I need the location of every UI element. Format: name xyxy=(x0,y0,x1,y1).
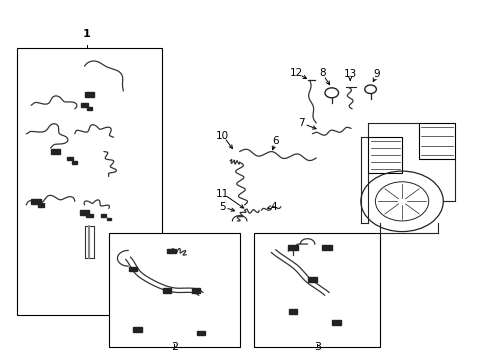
Bar xyxy=(67,157,73,161)
Bar xyxy=(133,327,142,332)
Text: 7: 7 xyxy=(298,118,305,128)
Bar xyxy=(17,48,162,315)
Text: 8: 8 xyxy=(318,68,325,78)
Bar xyxy=(196,331,205,335)
Bar xyxy=(31,199,41,204)
Text: 5: 5 xyxy=(219,202,225,212)
Bar xyxy=(87,107,92,110)
Text: 1: 1 xyxy=(83,30,91,40)
Bar xyxy=(72,161,77,164)
Bar xyxy=(167,249,176,253)
Bar xyxy=(254,233,380,347)
Text: 10: 10 xyxy=(216,131,229,140)
Bar xyxy=(84,92,94,97)
Bar xyxy=(128,267,137,271)
Bar xyxy=(162,288,171,293)
Bar xyxy=(86,214,92,217)
Bar xyxy=(288,309,297,314)
Bar xyxy=(331,320,340,325)
Bar xyxy=(102,214,106,217)
Bar xyxy=(321,245,331,250)
Bar xyxy=(307,277,316,282)
Bar xyxy=(367,137,401,173)
Bar xyxy=(418,123,454,159)
Bar xyxy=(80,210,89,215)
Text: 6: 6 xyxy=(272,136,279,146)
Text: 11: 11 xyxy=(216,189,229,198)
Bar xyxy=(81,103,87,107)
Text: 3: 3 xyxy=(313,342,320,351)
Bar xyxy=(191,288,200,293)
Bar xyxy=(106,218,111,220)
Text: 4: 4 xyxy=(270,202,276,212)
Text: 2: 2 xyxy=(170,342,178,351)
Text: 13: 13 xyxy=(343,69,356,79)
Bar xyxy=(38,203,44,207)
Text: 12: 12 xyxy=(290,68,303,78)
Text: 9: 9 xyxy=(373,69,379,79)
Bar xyxy=(50,149,60,154)
Bar xyxy=(287,245,298,250)
Bar xyxy=(108,233,239,347)
